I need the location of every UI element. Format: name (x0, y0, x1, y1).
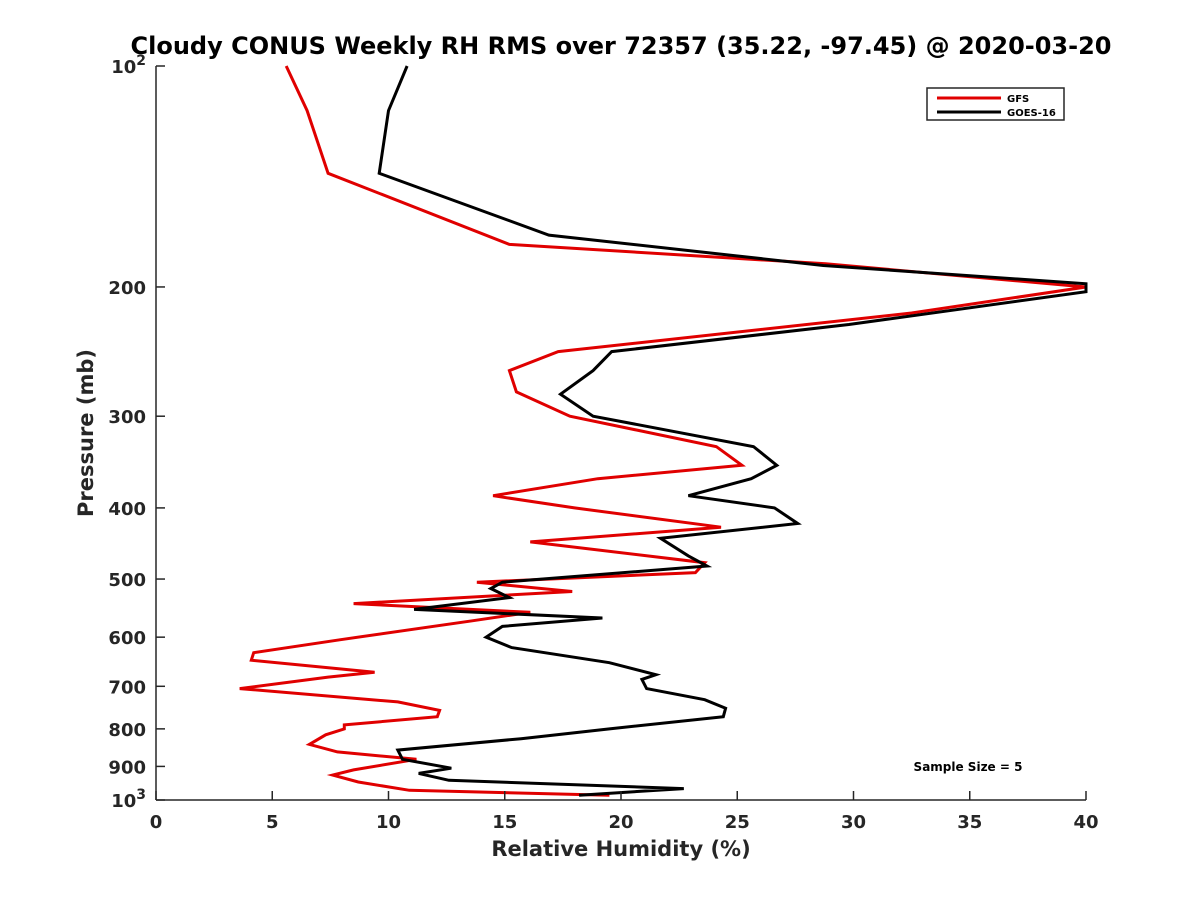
x-tick-label: 20 (608, 812, 633, 833)
chart-legend: GFS GOES-16 (926, 87, 1065, 121)
x-tick-label: 35 (957, 812, 982, 833)
sample-size-annotation: Sample Size = 5 (914, 760, 1023, 774)
x-tick-label: 15 (492, 812, 517, 833)
y-tick-label: 300 (108, 407, 146, 428)
x-tick-label: 5 (266, 812, 279, 833)
x-tick-label: 25 (725, 812, 750, 833)
plot-axes (155, 66, 1086, 801)
chart-title: Cloudy CONUS Weekly RH RMS over 72357 (3… (131, 32, 1112, 60)
legend-label: GOES-16 (1007, 108, 1056, 119)
x-tick-label: 40 (1073, 812, 1098, 833)
x-axis-label: Relative Humidity (%) (491, 837, 750, 861)
y-tick-label: 200 (108, 278, 146, 299)
y-tick-label: 400 (108, 499, 146, 520)
y-tick-label: 800 (108, 720, 146, 741)
x-tick-label: 30 (841, 812, 866, 833)
legend-box (926, 87, 1065, 121)
series-layer (239, 65, 1088, 797)
y-axis-ticks: 102 200 300 400 500 600 700 800 900 103 (108, 53, 165, 812)
y-tick-label: 700 (108, 677, 146, 698)
x-tick-label: 10 (376, 812, 401, 833)
x-axis-ticks: 0 5 10 15 20 25 30 35 40 (150, 791, 1099, 833)
legend-label: GFS (1007, 94, 1029, 105)
y-axis-label: Pressure (mb) (74, 349, 98, 517)
series-line-gfs (239, 65, 1087, 797)
y-tick-label: 102 (111, 53, 146, 78)
series-line-goes-16 (377, 65, 1088, 797)
y-tick-label: 900 (108, 757, 146, 778)
y-tick-label: 600 (108, 628, 146, 649)
y-tick-label: 500 (108, 570, 146, 591)
y-tick-label: 103 (111, 787, 146, 812)
x-tick-label: 0 (150, 812, 163, 833)
